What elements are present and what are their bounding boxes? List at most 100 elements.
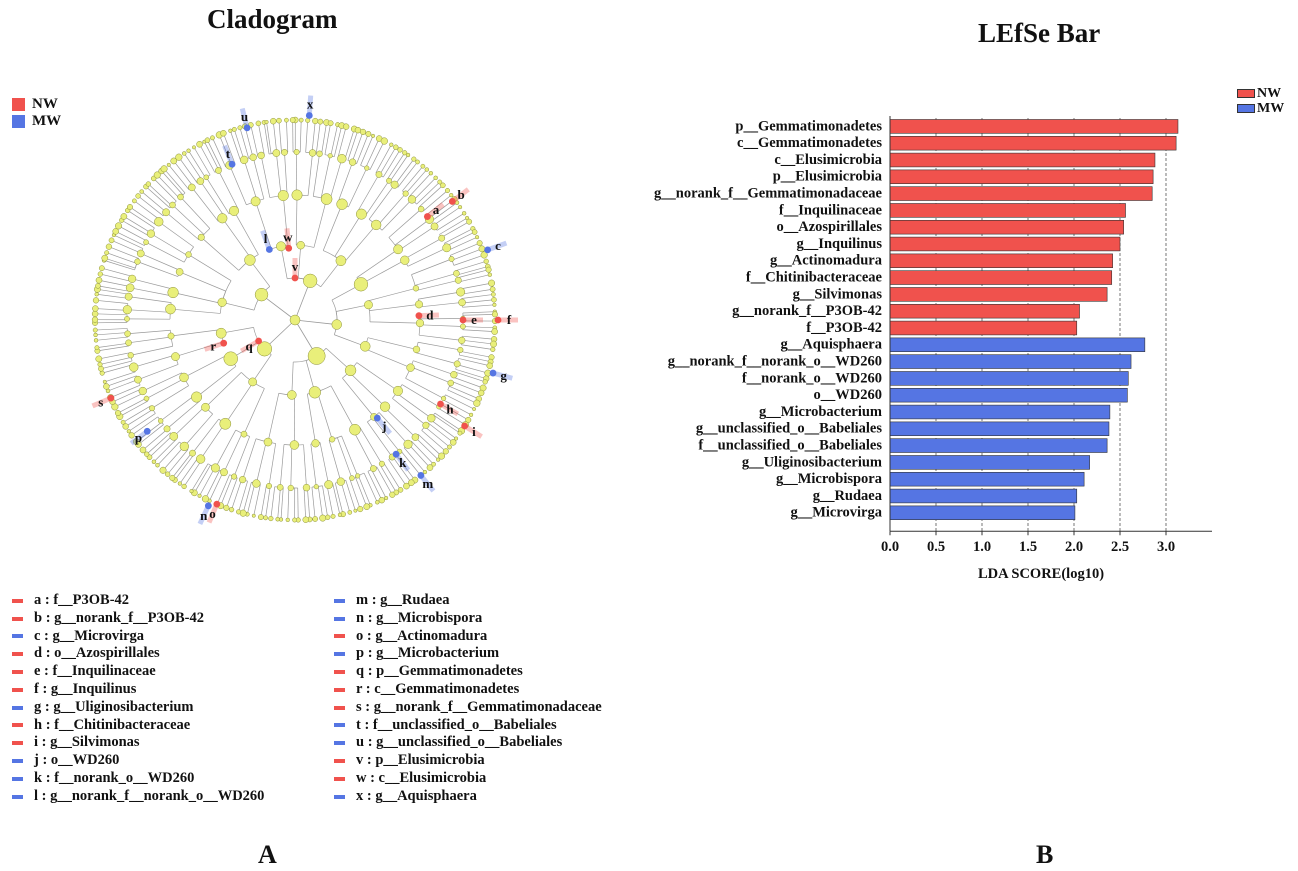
node-letter-label: e: [471, 312, 477, 327]
cladogram-node: [483, 258, 489, 264]
branch: [165, 212, 200, 241]
branch: [313, 198, 327, 248]
branch: [303, 487, 307, 520]
branch: [179, 271, 226, 292]
cladogram-node: [102, 379, 107, 384]
branch: [451, 380, 482, 394]
highlight-node: [285, 244, 293, 252]
cladogram-node: [453, 360, 461, 368]
legend-item-e: e : f__Inquilinaceae: [12, 663, 264, 681]
node-letter-label: r: [210, 339, 216, 354]
cladogram-node: [378, 460, 385, 467]
branch: [372, 417, 400, 452]
cladogram-group-legend: NW MW: [12, 96, 61, 130]
bar: [889, 488, 1078, 504]
legend-item-v: v : p__Elusimicrobia: [334, 752, 602, 770]
cladogram-node: [460, 323, 466, 330]
branch: [218, 170, 239, 209]
highlight-node: [291, 274, 299, 282]
branch: [146, 432, 171, 455]
cladogram-node: [400, 255, 410, 265]
branch: [270, 486, 276, 519]
legend-item-text: i : g__Silvimonas: [34, 734, 140, 751]
legend-color-dash: [12, 759, 23, 764]
cladogram-node: [189, 449, 196, 457]
branch: [266, 121, 272, 154]
branch: [127, 210, 155, 229]
cladogram-key-column-2: m : g__Rudaea n : g__Microbispora o : g__A…: [334, 592, 602, 806]
highlight-node: [228, 160, 236, 168]
branch: [280, 487, 284, 520]
nw-swatch: [1237, 89, 1255, 98]
cladogram-node: [197, 233, 205, 241]
cladogram-node: [115, 222, 123, 230]
branch: [319, 442, 329, 485]
highlight-node: [489, 369, 497, 377]
branch: [453, 254, 485, 266]
cladogram-node: [265, 482, 273, 489]
bar-legend-nw: NW: [1237, 86, 1284, 101]
cladogram-node: [371, 219, 382, 231]
branch: [329, 158, 343, 201]
legend-color-dash: [334, 759, 345, 764]
branch: [356, 249, 399, 278]
cladogram-node: [164, 471, 171, 477]
branch: [411, 440, 434, 465]
cladogram-node: [284, 117, 289, 123]
cladogram-node: [165, 303, 176, 315]
branch: [312, 153, 320, 197]
cladogram-node: [492, 302, 497, 307]
cladogram-node: [487, 272, 492, 277]
cladogram-node: [92, 327, 98, 333]
branch: [261, 294, 296, 321]
branch: [192, 418, 220, 454]
branch: [303, 444, 307, 488]
cladogram-node: [454, 436, 459, 441]
branch: [102, 364, 134, 374]
branch: [150, 233, 188, 257]
cladogram-node: [196, 454, 206, 464]
cladogram-node: [124, 292, 133, 301]
branch: [184, 413, 213, 447]
cladogram-node: [389, 142, 394, 147]
branch: [364, 348, 411, 368]
node-letter-label: v: [292, 259, 299, 274]
cladogram-node: [220, 468, 228, 477]
branch: [417, 341, 461, 351]
branch: [392, 398, 427, 426]
branch: [456, 364, 488, 374]
cladogram-node: [407, 479, 415, 487]
branch: [415, 352, 458, 365]
branch: [462, 304, 495, 308]
branch: [382, 149, 401, 178]
highlight-node: [461, 422, 469, 430]
cladogram-node: [272, 149, 281, 157]
highlight-node: [417, 472, 425, 479]
legend-color-dash: [334, 652, 345, 657]
bar-label: c__Gemmatimonadetes: [737, 135, 882, 151]
node-letter-label: p: [135, 430, 142, 445]
branch: [367, 471, 383, 501]
cladogram-node: [120, 213, 128, 220]
branch: [367, 287, 416, 302]
cladogram-node: [359, 128, 367, 136]
cladogram-node: [151, 459, 157, 465]
branch: [416, 279, 459, 291]
cladogram-node: [491, 292, 496, 297]
cladogram-node: [317, 118, 324, 125]
branch: [324, 123, 331, 155]
cladogram-node: [420, 163, 426, 169]
cladogram-node: [124, 330, 131, 337]
cladogram-node: [472, 407, 477, 411]
cladogram-node: [134, 375, 142, 384]
branch: [286, 120, 289, 153]
cladogram-node: [138, 386, 147, 396]
cladogram-node: [120, 419, 126, 425]
highlight-node: [265, 246, 273, 253]
cladogram-node: [264, 120, 269, 125]
branch: [127, 329, 171, 335]
cladogram-node: [215, 167, 222, 174]
cladogram-node: [360, 341, 371, 352]
cladogram-node: [249, 153, 257, 161]
branch: [364, 180, 390, 217]
